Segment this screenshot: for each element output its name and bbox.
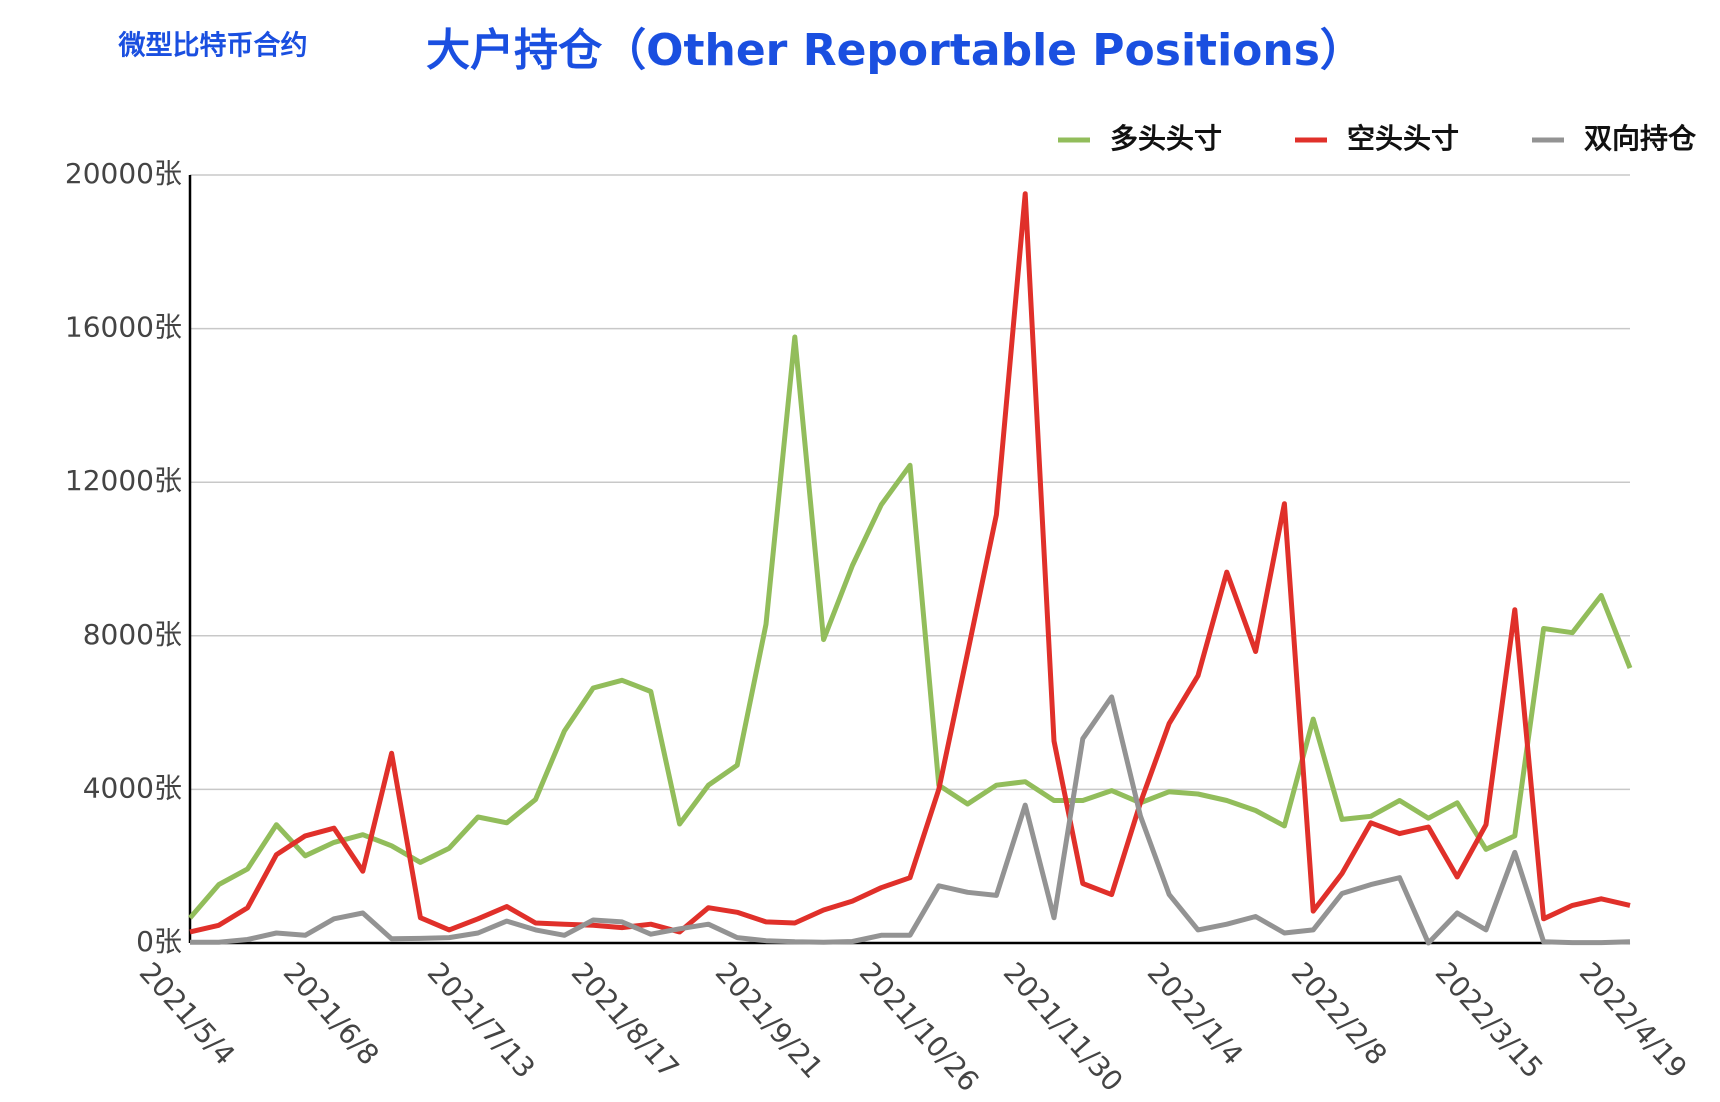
y-tick-label: 0张 — [136, 925, 182, 958]
x-tick-label: 2021/8/17 — [565, 956, 686, 1085]
x-tick-label: 2021/10/26 — [853, 956, 986, 1098]
x-tick-label: 2022/4/19 — [1573, 956, 1694, 1085]
y-tick-label: 16000张 — [65, 311, 182, 344]
series-line — [190, 694, 1631, 946]
y-tick-label: 20000张 — [65, 157, 182, 190]
legend-label: 多头头寸 — [1110, 122, 1222, 155]
legend-label: 双向持仓 — [1584, 122, 1697, 155]
x-tick-label: 2021/6/8 — [277, 956, 386, 1072]
y-tick-label: 4000张 — [83, 771, 182, 804]
x-tick-label: 2022/3/15 — [1429, 956, 1550, 1085]
x-tick-label: 2021/7/13 — [421, 956, 542, 1085]
x-tick-label: 2022/2/8 — [1285, 956, 1394, 1072]
chart-title: 大户持仓（Other Reportable Positions） — [426, 25, 1364, 76]
chart-subtitle: 微型比特币合约 — [118, 30, 308, 62]
series-line — [188, 334, 1633, 920]
x-tick-label: 2021/9/21 — [709, 956, 830, 1085]
x-tick-label: 2022/1/4 — [1141, 956, 1250, 1072]
x-tick-label: 2021/11/30 — [997, 956, 1130, 1098]
x-tick-label: 2021/5/4 — [133, 956, 242, 1072]
legend-label: 空头头寸 — [1347, 122, 1459, 155]
y-tick-label: 8000张 — [83, 618, 182, 651]
series-line — [189, 191, 1631, 935]
y-tick-label: 12000张 — [65, 464, 182, 497]
